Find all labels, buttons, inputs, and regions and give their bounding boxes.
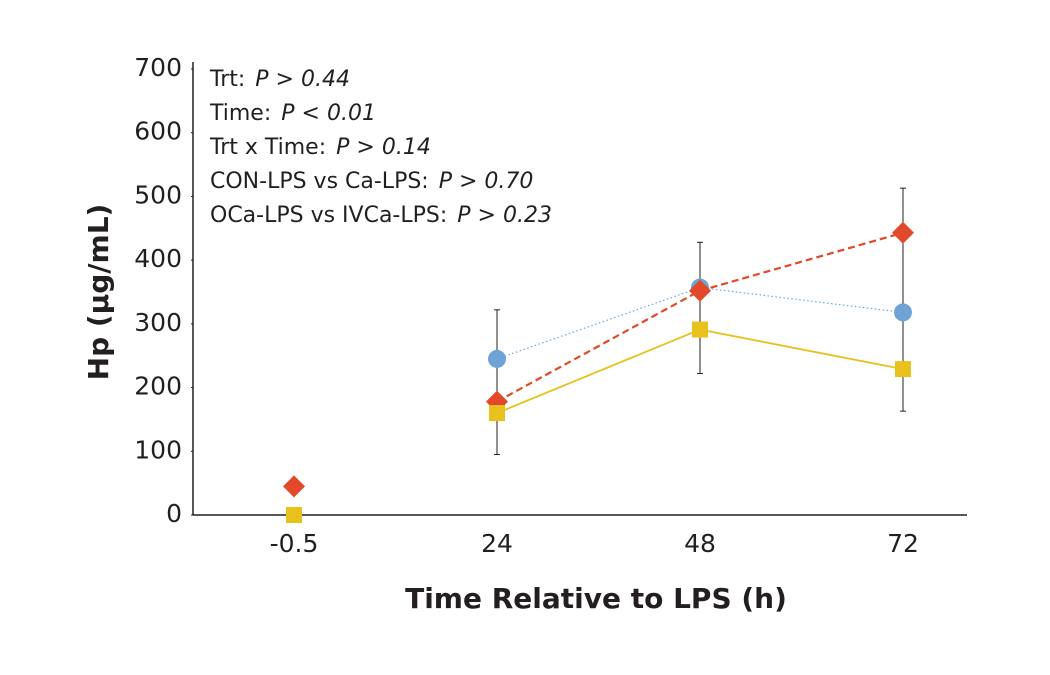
annotation: CON-LPS vs Ca-LPS: P > 0.70 <box>210 169 533 194</box>
annotation: Time: P < 0.01 <box>209 101 376 126</box>
line-segment <box>699 231 904 292</box>
x-tick-label: -0.5 <box>270 529 319 558</box>
y-tick-label: 400 <box>134 244 182 273</box>
x-tick-label: 24 <box>481 529 513 558</box>
marker <box>489 405 505 422</box>
y-tick-label: 600 <box>134 117 182 146</box>
line-segment <box>496 328 701 414</box>
x-tick-label: 72 <box>887 529 919 558</box>
annotation-label: Time: <box>209 101 271 126</box>
y-axis-title: Hp (µg/mL) <box>82 204 115 381</box>
marker <box>692 321 708 338</box>
annotation-label: CON-LPS vs Ca-LPS: <box>210 169 429 194</box>
marker <box>286 507 302 523</box>
line-segment <box>496 289 701 403</box>
annotation-p: P < 0.01 <box>281 101 376 126</box>
annotation-p: P > 0.70 <box>439 169 534 194</box>
marker <box>689 279 711 302</box>
annotation-p: P > 0.44 <box>255 67 350 92</box>
y-tick-label: 200 <box>134 372 182 401</box>
marker <box>895 361 911 378</box>
y-tick-label: 500 <box>134 180 182 209</box>
annotation: Trt: P > 0.44 <box>209 67 350 92</box>
annotation-p: P > 0.23 <box>457 203 552 228</box>
annotation: Trt x Time: P > 0.14 <box>209 135 431 160</box>
y-tick-label: 300 <box>134 308 182 337</box>
x-axis-title: Time Relative to LPS (h) <box>405 582 787 615</box>
x-tick-label: 48 <box>684 529 716 558</box>
line-segment <box>699 286 904 313</box>
marker <box>894 303 912 322</box>
marker <box>488 349 506 368</box>
marker <box>892 221 914 244</box>
annotation-label: Trt x Time: <box>209 135 326 160</box>
y-tick-label: 0 <box>166 499 182 528</box>
annotation-label: OCa-LPS vs IVCa-LPS: <box>210 203 447 228</box>
line-segment <box>496 286 701 360</box>
annotation: OCa-LPS vs IVCa-LPS: P > 0.23 <box>210 203 552 228</box>
line-segment <box>699 328 904 370</box>
y-tick-label: 700 <box>134 53 182 82</box>
y-tick-label: 100 <box>134 435 182 464</box>
marker <box>283 475 305 498</box>
annotation-p: P > 0.14 <box>336 135 431 160</box>
annotation-label: Trt: <box>209 67 245 92</box>
